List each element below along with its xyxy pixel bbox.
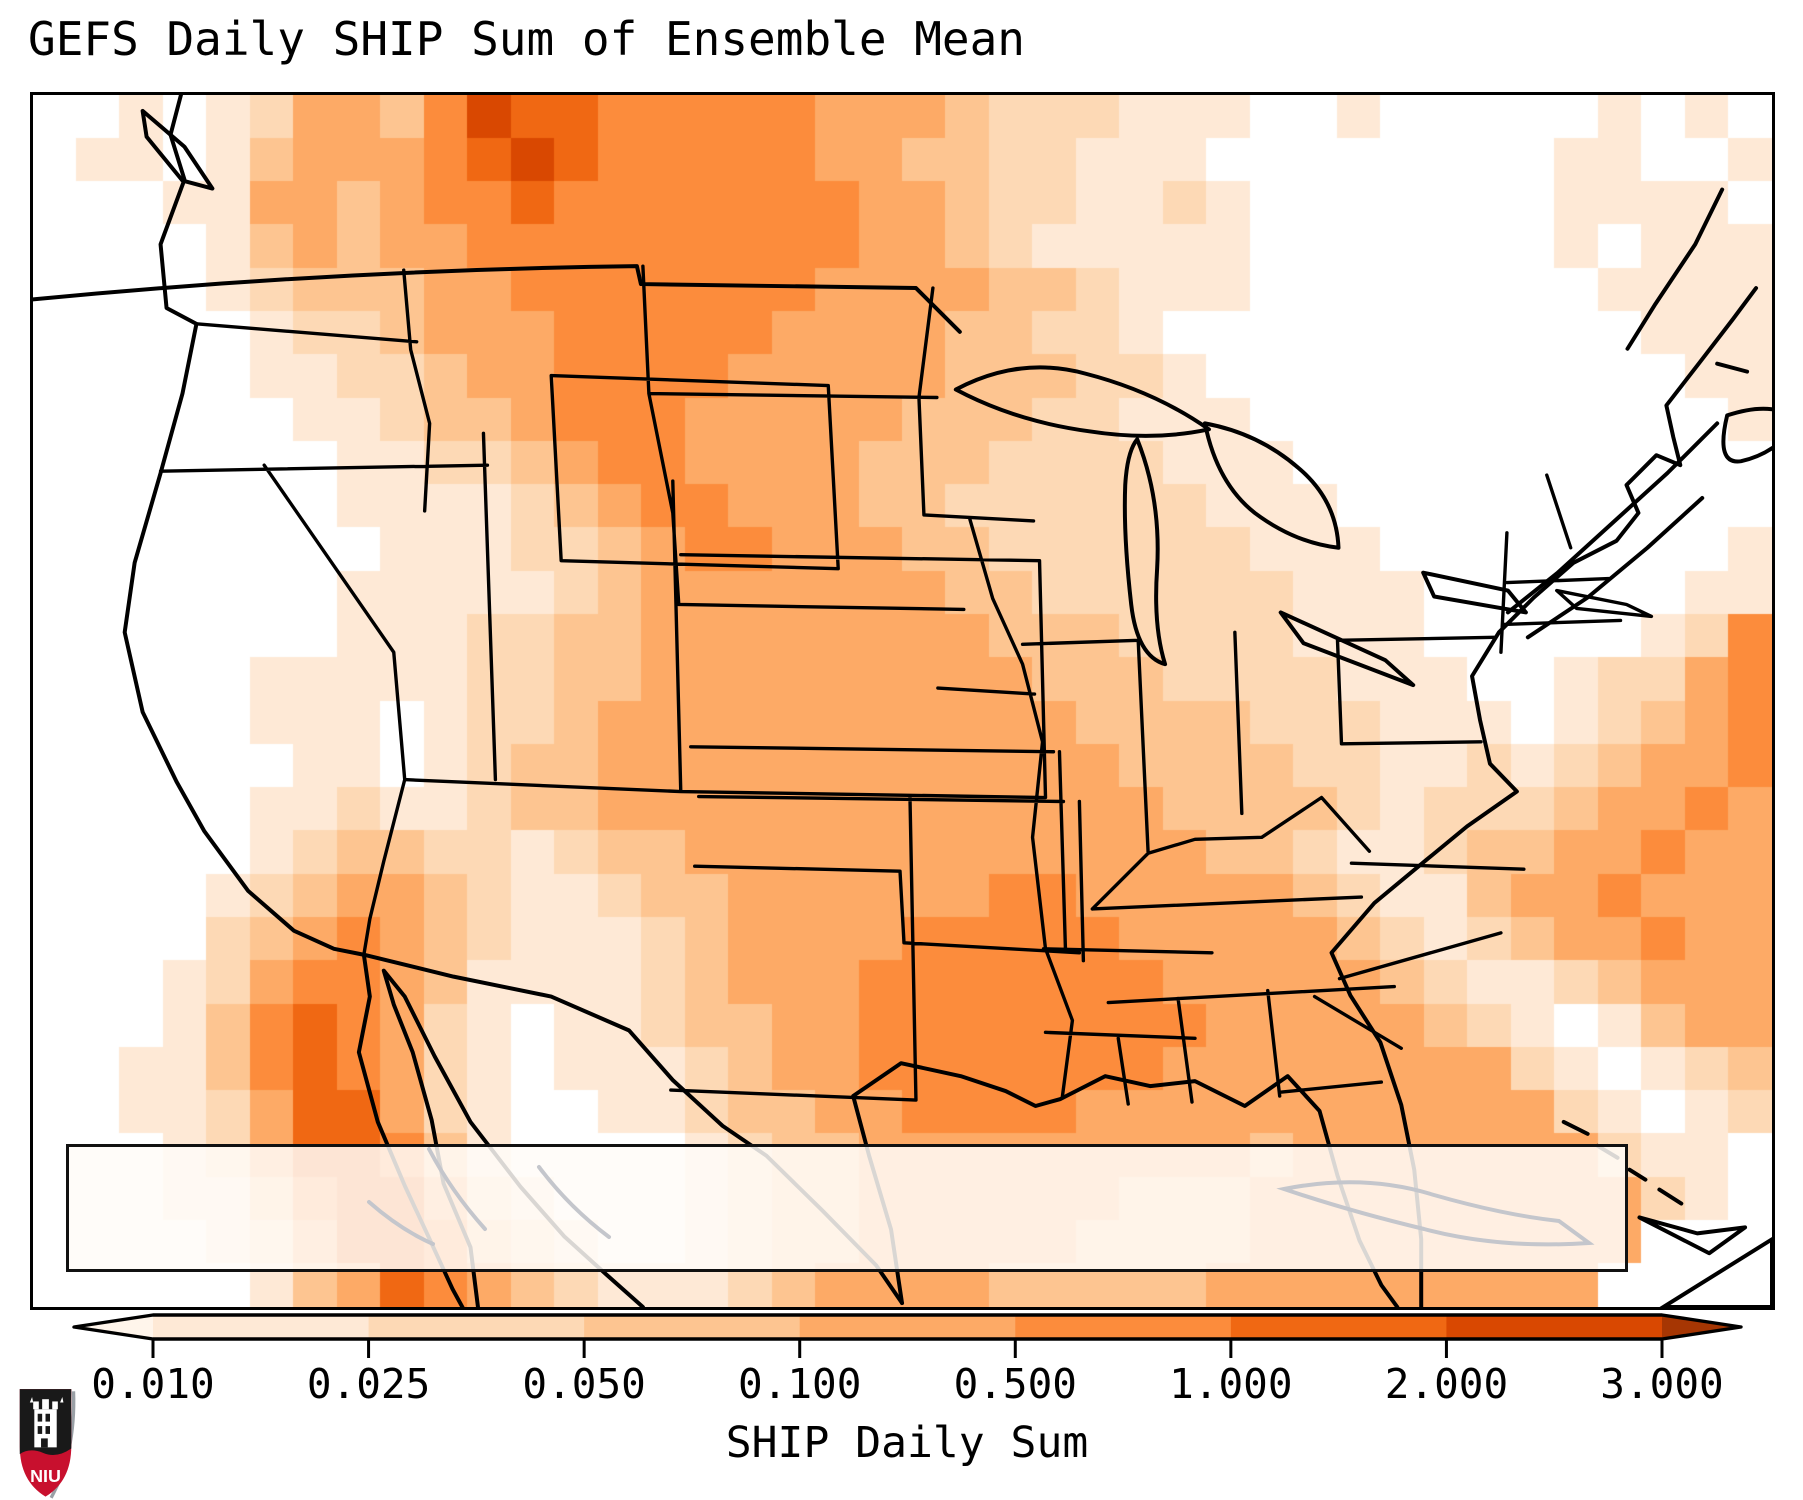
colorbar-tick-labels: 0.010 0.025 0.050 0.100 0.500 1.000 2.000 3.000 xyxy=(60,1360,1760,1414)
colorbar-tick-label: 1.000 xyxy=(1169,1360,1293,1408)
colorbar-segment xyxy=(1015,1315,1232,1339)
colorbar-tick-label: 3.000 xyxy=(1600,1360,1724,1408)
ship-heatmap-canvas xyxy=(33,95,1772,1307)
state-borders-path xyxy=(158,264,1654,1106)
colorbar-tick-label: 0.050 xyxy=(522,1360,646,1408)
colorbar xyxy=(72,1313,1743,1358)
colorbar-over-arrow xyxy=(1662,1315,1741,1339)
colorbar-segment xyxy=(368,1315,585,1339)
nova-scotia-outline xyxy=(1715,361,1772,464)
colorbar-tick-label: 0.500 xyxy=(953,1360,1077,1408)
boundaries-svg xyxy=(33,95,1772,1307)
colorbar-segment xyxy=(1446,1315,1663,1339)
colorbar-segment xyxy=(799,1315,1016,1339)
colorbar-tick-label: 0.100 xyxy=(737,1360,862,1408)
page-title: GEFS Daily SHIP Sum of Ensemble Mean xyxy=(28,12,1025,66)
info-box: Valid: 2025-07-31 12:00 UTC to 2025-08-0… xyxy=(66,1144,1628,1272)
colorbar-tick-label: 0.010 xyxy=(91,1360,215,1408)
colorbar-tick-label: 0.025 xyxy=(306,1360,431,1408)
projection-edge-wedge xyxy=(1659,1236,1772,1307)
st-lawrence-coast-path xyxy=(1505,187,1725,640)
colorbar-tick-label: 2.000 xyxy=(1384,1360,1509,1408)
pacific-coastline-path xyxy=(122,95,645,1307)
map-panel: Valid: 2025-07-31 12:00 UTC to 2025-08-0… xyxy=(30,92,1775,1310)
niu-text: NIU xyxy=(30,1466,61,1486)
vancouver-island-outline xyxy=(140,108,215,191)
canada-border-path xyxy=(33,264,962,334)
niu-logo: NIU xyxy=(19,1389,76,1499)
colorbar-label: SHIP Daily Sum xyxy=(725,1418,1089,1468)
colorbar-segment xyxy=(584,1315,801,1339)
colorbar-segment xyxy=(1230,1315,1448,1339)
colorbar-under-arrow xyxy=(74,1315,153,1339)
gray-coastline-under-box xyxy=(367,1147,1595,1247)
great-lakes-outline xyxy=(953,365,1528,688)
castle-windows xyxy=(37,1413,50,1448)
colorbar-segment xyxy=(153,1315,370,1339)
